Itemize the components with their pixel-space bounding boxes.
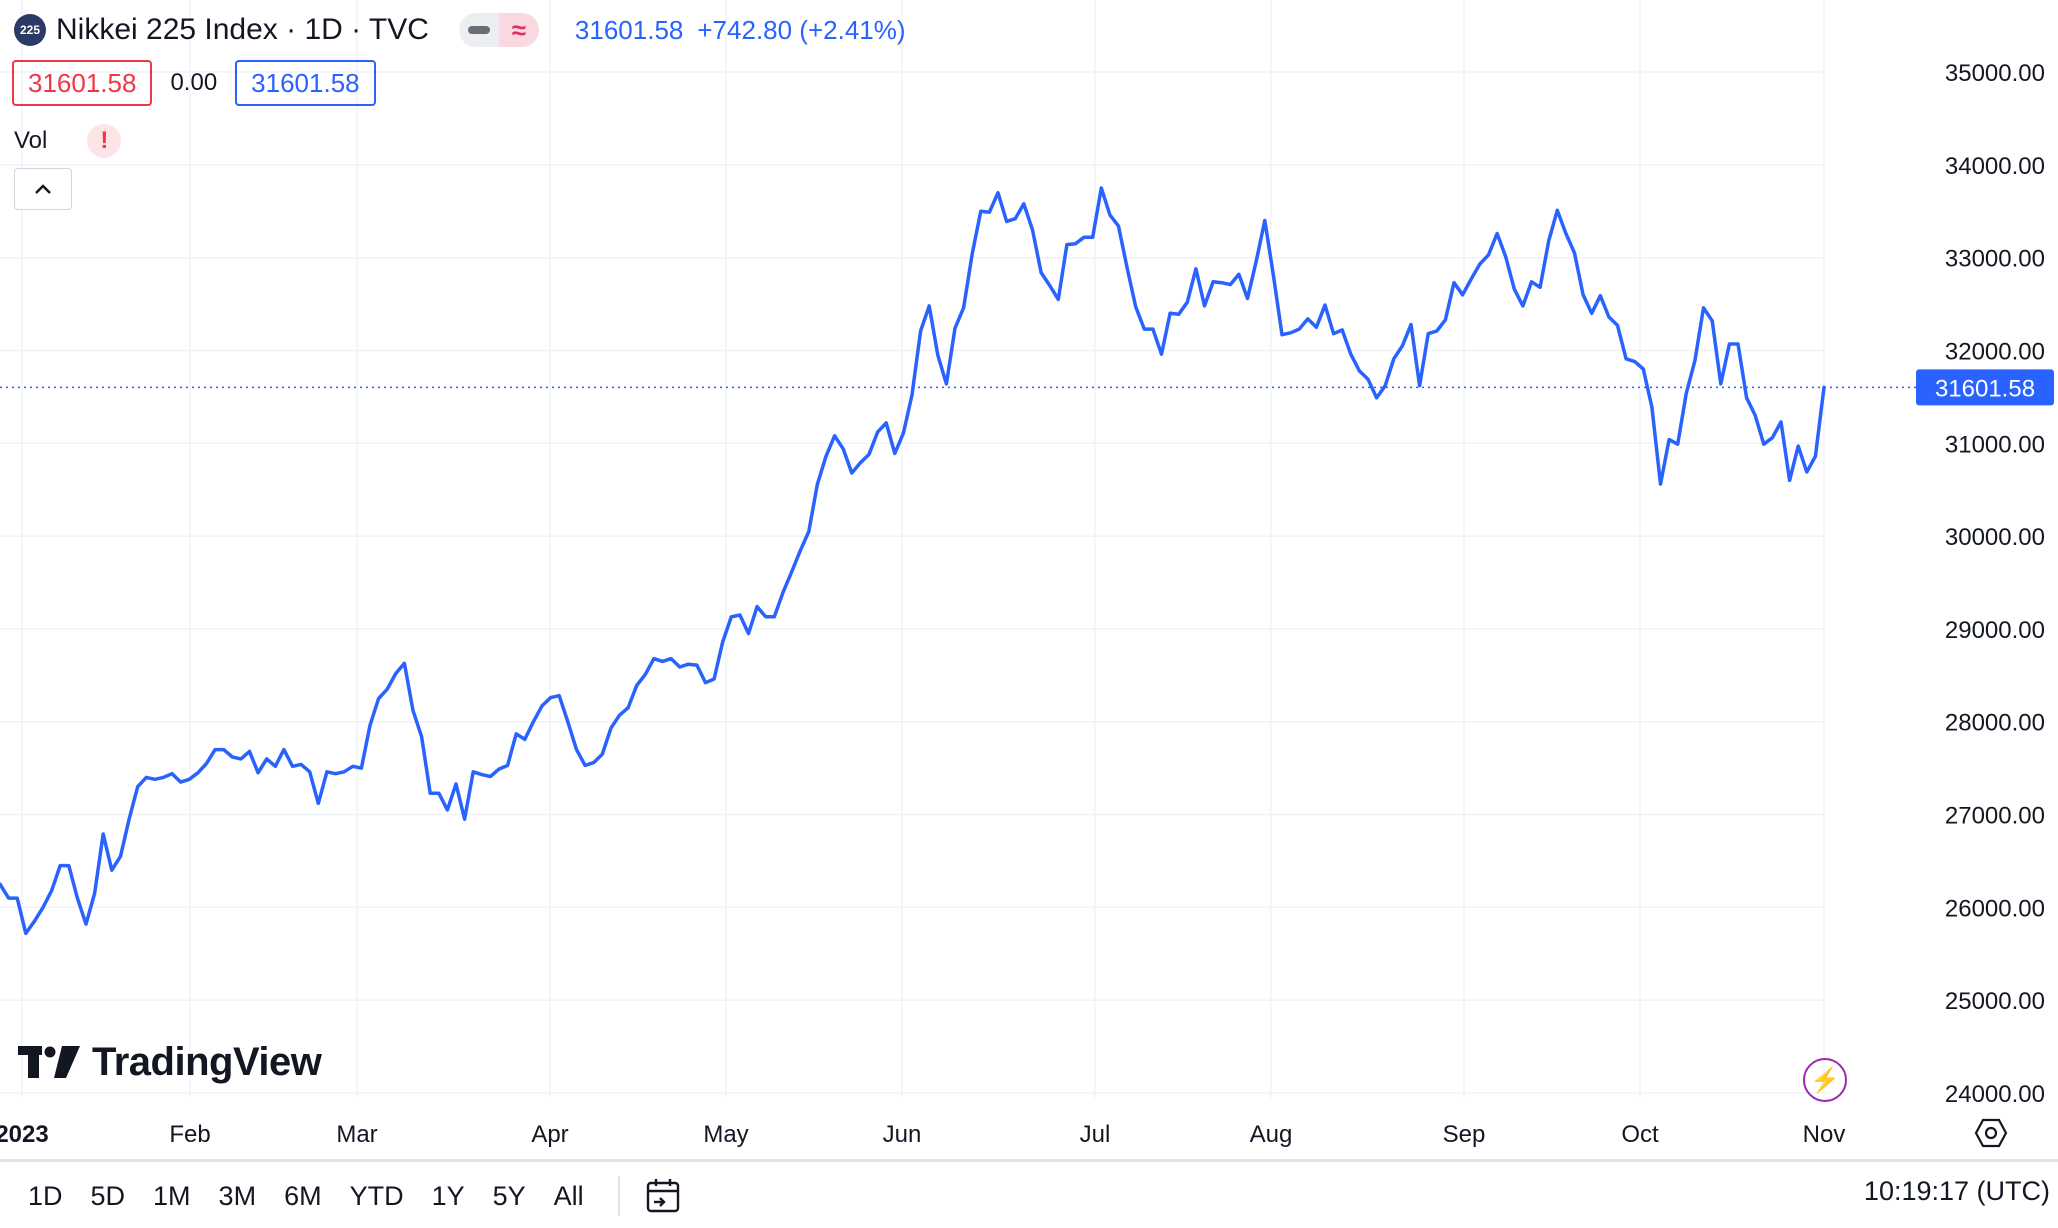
hexagon-settings-icon[interactable] [1974, 1118, 2008, 1148]
x-tick-label: Jun [883, 1121, 922, 1148]
symbol-header: 225 Nikkei 225 Index · 1D · TVC ≈ 31601.… [14, 10, 906, 50]
toolbar-divider [617, 1176, 620, 1216]
range-5d[interactable]: 5D [90, 1180, 126, 1211]
y-tick-label: 24000.00 [1945, 1081, 2045, 1108]
x-tick-label: Aug [1250, 1121, 1293, 1148]
market-status-pill[interactable]: ≈ [458, 13, 539, 47]
header-price: 31601.58 [574, 14, 684, 45]
warning-icon[interactable]: ! [87, 124, 122, 158]
x-tick-label: Apr [531, 1121, 568, 1148]
x-tick-label: Jul [1080, 1121, 1111, 1148]
y-tick-label: 29000.00 [1945, 617, 2045, 644]
price-series-line [0, 186, 1826, 936]
bottom-toolbar: 1D 5D 1M 3M 6M YTD 1Y 5Y All 10:19:17 (U… [0, 1160, 2058, 1228]
range-all[interactable]: All [553, 1180, 584, 1211]
calendar-goto-icon[interactable] [644, 1176, 684, 1216]
y-tick-label: 25000.00 [1945, 988, 2045, 1015]
grid-lines [0, 0, 2058, 1160]
y-tick-label: 26000.00 [1945, 895, 2045, 922]
market-closed-icon [459, 26, 499, 34]
symbol-logo[interactable]: 225 [14, 14, 46, 46]
y-tick-label: 31000.00 [1945, 431, 2045, 458]
y-axis: 35000.00 34000.00 33000.00 32000.00 31000.00… [1945, 60, 2045, 1108]
utc-clock[interactable]: 10:19:17 (UTC) [1863, 1176, 2050, 1206]
tradingview-logo[interactable]: TradingView [18, 1040, 322, 1085]
tradingview-wordmark: TradingView [92, 1040, 322, 1084]
header-change: +742.80 (+2.41%) [697, 14, 906, 45]
price-chart[interactable]: 31601.58 35000.00 34000.00 33000.00 32000.0… [0, 0, 2058, 1160]
x-axis: 2023 Feb Mar Apr May Jun Jul Aug Sep Oct Nov [0, 1121, 1845, 1148]
range-selector: 1D 5D 1M 3M 6M YTD 1Y 5Y All [14, 1176, 684, 1216]
series-line [0, 186, 1826, 936]
sell-button[interactable]: 31601.58 [12, 60, 153, 106]
y-tick-label: 33000.00 [1945, 246, 2045, 273]
tradingview-mark-icon [18, 1045, 80, 1078]
range-ytd[interactable]: YTD [349, 1180, 404, 1211]
x-tick-label: 2023 [0, 1121, 49, 1148]
buy-button[interactable]: 31601.58 [235, 60, 376, 106]
chevron-up-icon [35, 184, 51, 194]
x-tick-label: Feb [169, 1121, 210, 1148]
last-price-label-bg [1916, 369, 2054, 406]
volume-label[interactable]: Vol [14, 127, 48, 154]
range-1d[interactable]: 1D [28, 1180, 63, 1211]
y-tick-label: 30000.00 [1945, 524, 2045, 551]
delayed-data-icon: ≈ [498, 13, 539, 47]
y-tick-label: 28000.00 [1945, 710, 2045, 737]
y-tick-label: 35000.00 [1945, 60, 2045, 87]
range-1y[interactable]: 1Y [431, 1180, 465, 1211]
x-tick-label: Sep [1443, 1121, 1486, 1148]
range-6m[interactable]: 6M [284, 1180, 322, 1211]
spread-value: 0.00 [170, 69, 218, 96]
volume-indicator: Vol ! [14, 124, 122, 158]
range-3m[interactable]: 3M [218, 1180, 257, 1211]
y-tick-label: 32000.00 [1945, 338, 2045, 365]
range-5y[interactable]: 5Y [492, 1180, 526, 1211]
range-1m[interactable]: 1M [153, 1180, 191, 1211]
x-tick-label: Mar [336, 1121, 377, 1148]
x-tick-label: Nov [1803, 1121, 1846, 1148]
last-price-line: 31601.58 [0, 369, 2054, 406]
trade-buttons-row: 31601.58 0.00 31601.58 [12, 60, 376, 106]
last-price-label: 31601.58 [1935, 375, 2035, 402]
y-tick-label: 27000.00 [1945, 803, 2045, 830]
lightning-icon[interactable]: ⚡ [1803, 1058, 1847, 1102]
x-tick-label: May [703, 1121, 748, 1148]
collapse-legend-button[interactable] [14, 168, 72, 210]
y-tick-label: 34000.00 [1945, 153, 2045, 180]
symbol-title[interactable]: Nikkei 225 Index · 1D · TVC [56, 13, 429, 46]
x-tick-label: Oct [1621, 1121, 1659, 1148]
